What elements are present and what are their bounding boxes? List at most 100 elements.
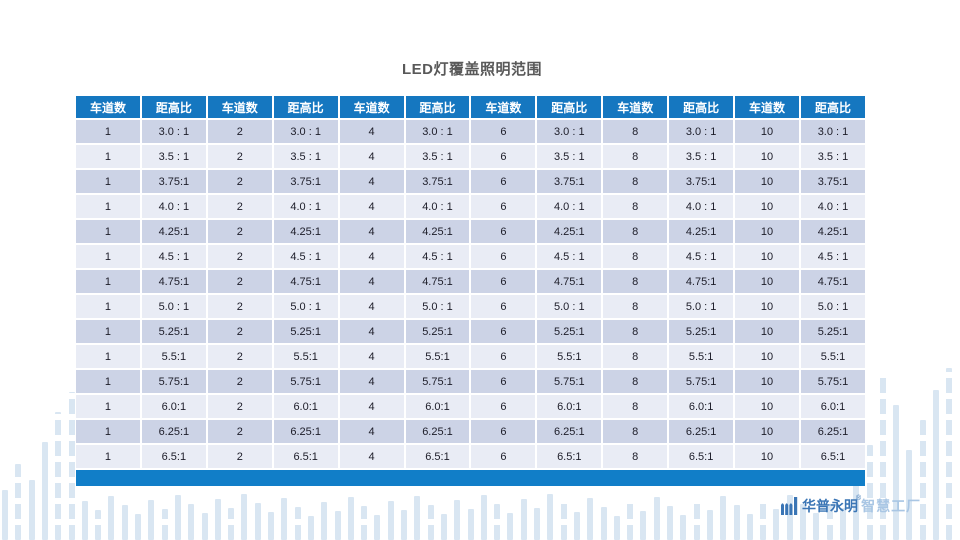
ratio-cell: 3.75:1 <box>405 170 470 193</box>
decor-bar <box>507 513 514 540</box>
lane-count-cell: 8 <box>603 145 668 168</box>
ratio-cell: 3.5 : 1 <box>141 145 206 168</box>
table-row: 1 4.25:1 2 4.25:1 4 4.25:1 6 4.25:1 8 4.25:1 10 4.2… <box>76 220 865 243</box>
ratio-cell: 3.75:1 <box>273 170 338 193</box>
col-header-lanes: 车道数 <box>339 96 404 118</box>
ratio-cell: 5.5:1 <box>273 345 338 368</box>
ratio-cell: 4.0 : 1 <box>537 195 602 218</box>
lane-count-cell: 2 <box>207 245 272 268</box>
decor-bar <box>28 480 35 540</box>
ratio-cell: 4.5 : 1 <box>273 245 338 268</box>
lane-count-cell: 1 <box>76 395 140 418</box>
lane-count-cell: 10 <box>735 170 799 193</box>
ratio-cell: 3.75:1 <box>537 170 602 193</box>
lane-count-cell: 4 <box>339 195 404 218</box>
ratio-cell: 5.75:1 <box>537 370 602 393</box>
lane-count-cell: 2 <box>207 370 272 393</box>
decor-bar <box>520 499 527 540</box>
table-row: 1 3.5 : 1 2 3.5 : 1 4 3.5 : 1 6 3.5 : 1 8 3.5 : 1… <box>76 145 865 168</box>
ratio-cell: 4.0 : 1 <box>273 195 338 218</box>
lane-count-cell: 10 <box>735 220 799 243</box>
decor-bar <box>214 499 221 540</box>
ratio-cell: 3.75:1 <box>141 170 206 193</box>
decor-bar <box>374 515 381 540</box>
decor-bar <box>640 511 647 540</box>
table-row: 1 5.0 : 1 2 5.0 : 1 4 5.0 : 1 6 5.0 : 1 8 5.0 : 1… <box>76 295 865 318</box>
decor-bar <box>760 500 767 540</box>
col-header-lanes: 车道数 <box>735 96 799 118</box>
lane-count-cell: 2 <box>207 270 272 293</box>
ratio-cell: 6.25:1 <box>141 420 206 443</box>
decor-bar <box>613 516 620 540</box>
decor-bar <box>919 420 926 540</box>
lane-count-cell: 10 <box>735 245 799 268</box>
lane-count-cell: 6 <box>471 120 536 143</box>
decor-bar <box>2 490 8 540</box>
decor-bar <box>813 513 820 540</box>
ratio-cell: 4.25:1 <box>273 220 338 243</box>
decor-bar <box>427 505 434 540</box>
table-row: 1 4.5 : 1 2 4.5 : 1 4 4.5 : 1 6 4.5 : 1 8 4.5 : 1… <box>76 245 865 268</box>
lane-count-cell: 6 <box>471 195 536 218</box>
ratio-cell: 5.25:1 <box>669 320 734 343</box>
lane-count-cell: 8 <box>603 170 668 193</box>
ratio-cell: 5.0 : 1 <box>537 295 602 318</box>
ratio-cell: 6.25:1 <box>800 420 865 443</box>
table-row: 1 5.25:1 2 5.25:1 4 5.25:1 6 5.25:1 8 5.25:1 10 5.2… <box>76 320 865 343</box>
ratio-cell: 3.0 : 1 <box>141 120 206 143</box>
ratio-cell: 4.75:1 <box>800 270 865 293</box>
lane-count-cell: 6 <box>471 245 536 268</box>
ratio-cell: 4.75:1 <box>141 270 206 293</box>
ratio-cell: 6.0:1 <box>141 395 206 418</box>
lane-count-cell: 4 <box>339 295 404 318</box>
lane-count-cell: 6 <box>471 370 536 393</box>
decor-bar <box>188 504 195 540</box>
decor-bar <box>121 505 128 540</box>
decor-bar <box>414 496 421 540</box>
decor-bar <box>174 495 181 540</box>
ratio-cell: 5.25:1 <box>800 320 865 343</box>
lane-count-cell: 4 <box>339 345 404 368</box>
lane-count-cell: 8 <box>603 295 668 318</box>
ratio-cell: 4.75:1 <box>273 270 338 293</box>
lane-count-cell: 10 <box>735 395 799 418</box>
decor-bar <box>893 405 900 540</box>
decor-bar <box>653 497 660 540</box>
lane-count-cell: 4 <box>339 320 404 343</box>
table-row: 1 6.25:1 2 6.25:1 4 6.25:1 6 6.25:1 8 6.25:1 10 6.2… <box>76 420 865 443</box>
ratio-cell: 4.5 : 1 <box>141 245 206 268</box>
lane-count-cell: 1 <box>76 420 140 443</box>
decor-bar <box>706 510 713 540</box>
ratio-cell: 4.75:1 <box>537 270 602 293</box>
lane-count-cell: 10 <box>735 295 799 318</box>
ratio-cell: 3.5 : 1 <box>405 145 470 168</box>
table-row: 1 6.5:1 2 6.5:1 4 6.5:1 6 6.5:1 8 6.5:1 10 6.5:1 <box>76 445 865 468</box>
ratio-cell: 6.25:1 <box>537 420 602 443</box>
decor-bar <box>321 502 328 540</box>
factory-logo-icon <box>781 497 798 515</box>
lane-count-cell: 1 <box>76 145 140 168</box>
lane-count-cell: 4 <box>339 245 404 268</box>
lane-count-cell: 6 <box>471 270 536 293</box>
decor-bar <box>334 511 341 540</box>
ratio-cell: 5.0 : 1 <box>273 295 338 318</box>
decor-bar <box>241 494 248 540</box>
decor-bar <box>254 503 261 540</box>
lane-count-cell: 1 <box>76 220 140 243</box>
ratio-cell: 5.0 : 1 <box>141 295 206 318</box>
decor-bar <box>560 503 567 540</box>
decor-bar <box>228 508 235 540</box>
ratio-cell: 3.0 : 1 <box>273 120 338 143</box>
ratio-cell: 5.5:1 <box>405 345 470 368</box>
lane-count-cell: 4 <box>339 370 404 393</box>
decor-bar <box>347 497 354 540</box>
table-row: 1 4.0 : 1 2 4.0 : 1 4 4.0 : 1 6 4.0 : 1 8 4.0 : 1… <box>76 195 865 218</box>
col-header-ratio: 距高比 <box>669 96 734 118</box>
decor-bar <box>307 516 314 540</box>
table-row: 1 5.75:1 2 5.75:1 4 5.75:1 6 5.75:1 8 5.75:1 10 5.7… <box>76 370 865 393</box>
decor-bar <box>15 464 22 540</box>
lane-count-cell: 6 <box>471 145 536 168</box>
decor-bar <box>268 512 274 540</box>
lane-count-cell: 6 <box>471 445 536 468</box>
lane-count-cell: 4 <box>339 120 404 143</box>
